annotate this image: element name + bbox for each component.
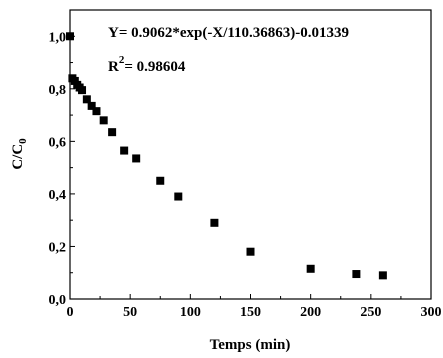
data-point xyxy=(352,270,361,279)
data-point xyxy=(210,218,219,227)
data-point xyxy=(87,101,96,110)
fit-equation: Y= 0.9062*exp(-X/110.36863)-0.01339 xyxy=(108,25,349,41)
data-point xyxy=(156,176,165,185)
r-squared-exponent: 2 xyxy=(119,54,125,66)
x-tick-label: 0 xyxy=(67,305,74,320)
data-points xyxy=(66,32,387,280)
y-tick-label: 0,8 xyxy=(49,83,67,98)
x-tick-label: 200 xyxy=(300,305,321,320)
data-point xyxy=(108,128,117,137)
data-point xyxy=(246,247,255,256)
y-tick-label: 1,0 xyxy=(49,30,67,45)
data-point xyxy=(99,116,108,125)
x-tick-label: 150 xyxy=(240,305,261,320)
x-tick-label: 100 xyxy=(180,305,201,320)
y-axis-ticks: 0,0 0,2 0,4 0,6 0,8 1,0 xyxy=(49,30,75,308)
x-axis-ticks: 0 50 100 150 200 250 300 xyxy=(67,294,442,320)
data-point xyxy=(92,107,101,116)
x-tick-label: 300 xyxy=(421,305,442,320)
y-tick-label: 0,6 xyxy=(49,135,67,150)
x-tick-label: 250 xyxy=(360,305,381,320)
y-axis-label-main: C/C xyxy=(10,144,26,170)
r-squared: R2= 0.98604 xyxy=(108,54,186,75)
r-squared-prefix: R xyxy=(108,59,119,75)
y-axis-label-subscript: 0 xyxy=(17,138,29,144)
data-point xyxy=(82,95,91,104)
y-tick-label: 0,2 xyxy=(49,240,67,255)
x-tick-label: 50 xyxy=(123,305,137,320)
data-point xyxy=(120,146,129,155)
y-tick-label: 0,0 xyxy=(49,293,67,308)
data-point xyxy=(174,192,183,201)
r-squared-value: = 0.98604 xyxy=(124,59,186,75)
y-axis-label: C/C0 xyxy=(10,138,29,170)
data-point xyxy=(132,154,141,163)
data-point xyxy=(306,264,315,273)
data-point xyxy=(378,271,387,280)
y-tick-label: 0,4 xyxy=(49,188,67,203)
x-axis-label: Temps (min) xyxy=(210,337,291,353)
data-point xyxy=(78,86,87,95)
data-point xyxy=(66,32,74,41)
